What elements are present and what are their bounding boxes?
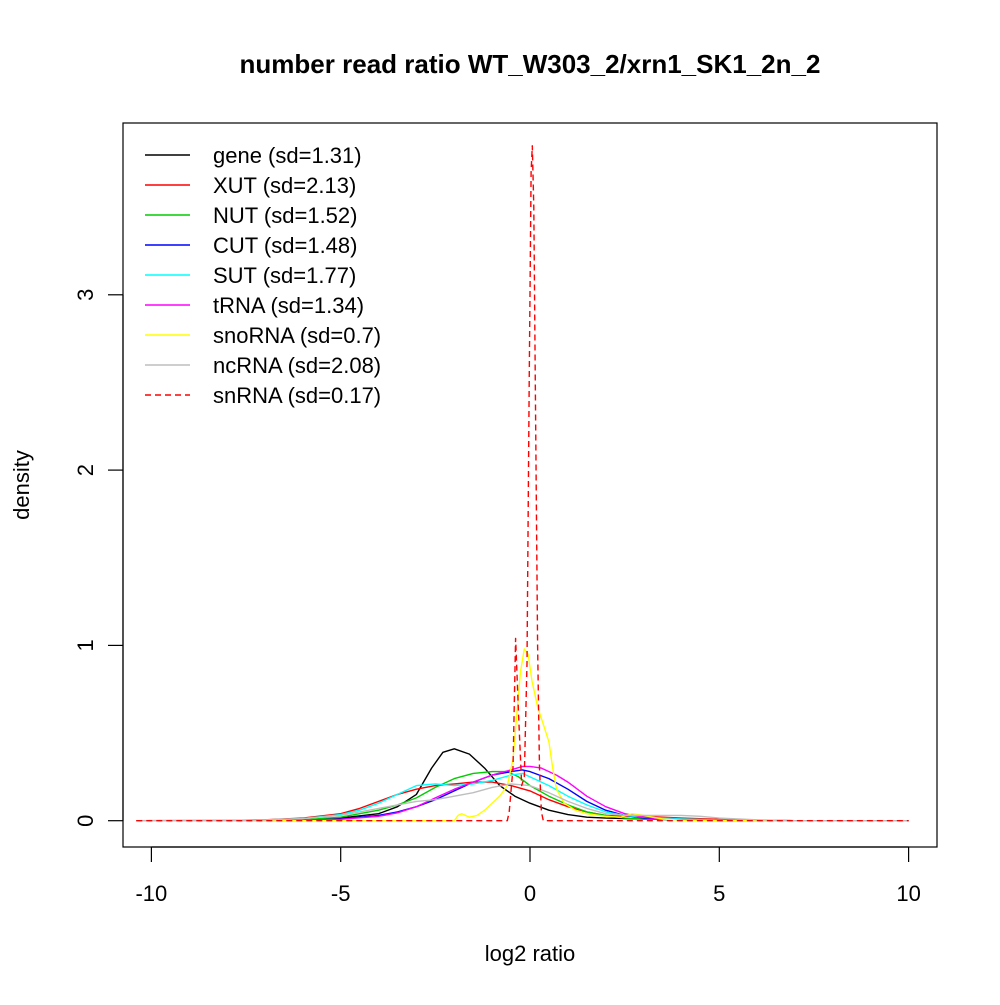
y-axis: 0 1 2 3 [73, 289, 124, 827]
y-axis-label: density [9, 450, 34, 520]
legend-label: snoRNA (sd=0.7) [213, 323, 381, 348]
x-axis: -10 -5 0 5 10 [135, 846, 921, 906]
y-tick-label: 1 [73, 639, 98, 651]
x-tick-label: 10 [896, 881, 920, 906]
legend-label: SUT (sd=1.77) [213, 263, 356, 288]
x-axis-label: log2 ratio [485, 941, 576, 966]
series-line-5 [136, 772, 909, 822]
series-line-3 [136, 770, 909, 822]
series-line-8 [136, 783, 909, 822]
legend-label: NUT (sd=1.52) [213, 203, 357, 228]
x-tick-label: -10 [135, 881, 167, 906]
legend: gene (sd=1.31) XUT (sd=2.13) NUT (sd=1.52)… [145, 143, 381, 408]
legend-label: XUT (sd=2.13) [213, 173, 356, 198]
y-tick-label: 0 [73, 815, 98, 827]
chart-title: number read ratio WT_W303_2/xrn1_SK1_2n_… [240, 49, 821, 79]
series-line-9 [136, 145, 909, 822]
series-layer [136, 145, 909, 822]
legend-label: tRNA (sd=1.34) [213, 293, 364, 318]
legend-label: gene (sd=1.31) [213, 143, 362, 168]
x-tick-label: 5 [713, 881, 725, 906]
legend-label: ncRNA (sd=2.08) [213, 353, 381, 378]
series-line-4 [136, 769, 909, 822]
series-line-6 [136, 765, 909, 822]
y-tick-label: 2 [73, 464, 98, 476]
legend-label: CUT (sd=1.48) [213, 233, 357, 258]
y-tick-label: 3 [73, 289, 98, 301]
x-tick-label: 0 [524, 881, 536, 906]
legend-label: snRNA (sd=0.17) [213, 383, 381, 408]
series-line-2 [136, 781, 909, 822]
x-tick-label: -5 [331, 881, 351, 906]
series-line-7 [136, 648, 909, 822]
